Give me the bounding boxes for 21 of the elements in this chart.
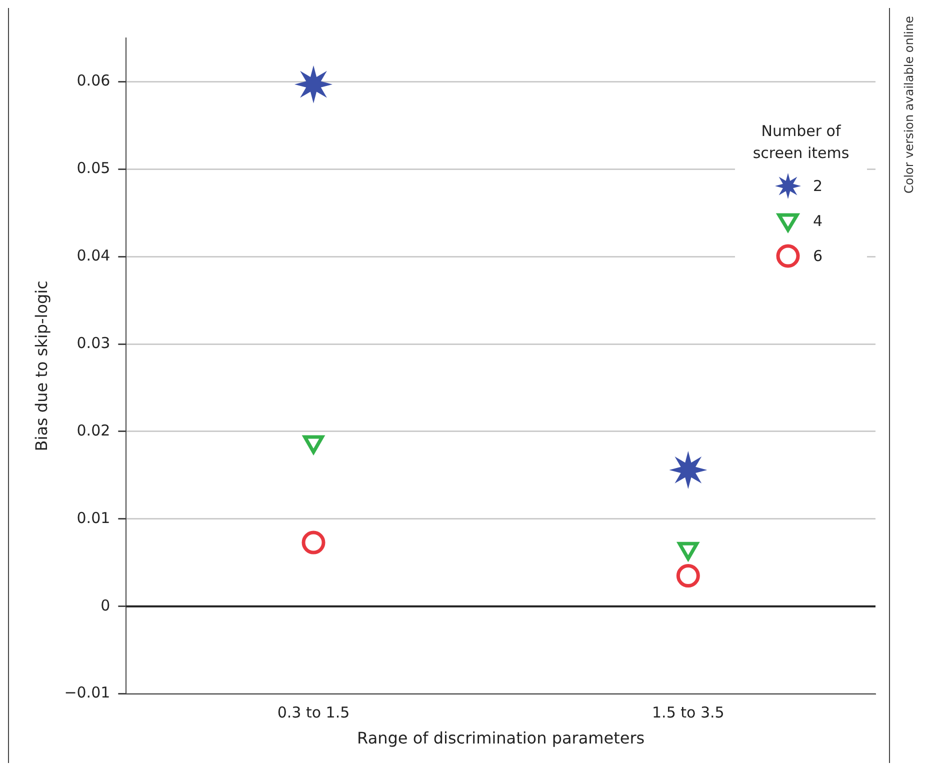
point	[302, 530, 326, 554]
y-tick-label: −0.01	[64, 684, 110, 702]
legend-label: 4	[813, 212, 824, 230]
point	[669, 450, 708, 489]
legend-label: 6	[813, 246, 824, 264]
text: Color version available online	[902, 16, 916, 194]
x-tick-label: 0.3 to 1.5	[277, 704, 350, 722]
x-tick-label: 1.5 to 3.5	[652, 704, 724, 722]
y-tick-label: 0.06	[76, 72, 110, 90]
y-tick-label: 0.05	[76, 159, 110, 178]
point	[676, 564, 700, 588]
x-axis-title: Range of discrimination parameters	[357, 728, 645, 748]
point	[294, 65, 332, 104]
y-tick-label: 0.03	[76, 334, 110, 352]
legend-label: 2	[813, 176, 824, 194]
y-tick-label: 0	[100, 596, 110, 614]
y-tick-label: 0.04	[76, 246, 110, 264]
y-tick-label: 0.01	[76, 508, 110, 527]
y-tick-label: 0.02	[76, 421, 110, 440]
y-axis-title: Bias due to skip-logic	[32, 280, 51, 452]
legend-title: Number of screen items	[752, 121, 850, 164]
